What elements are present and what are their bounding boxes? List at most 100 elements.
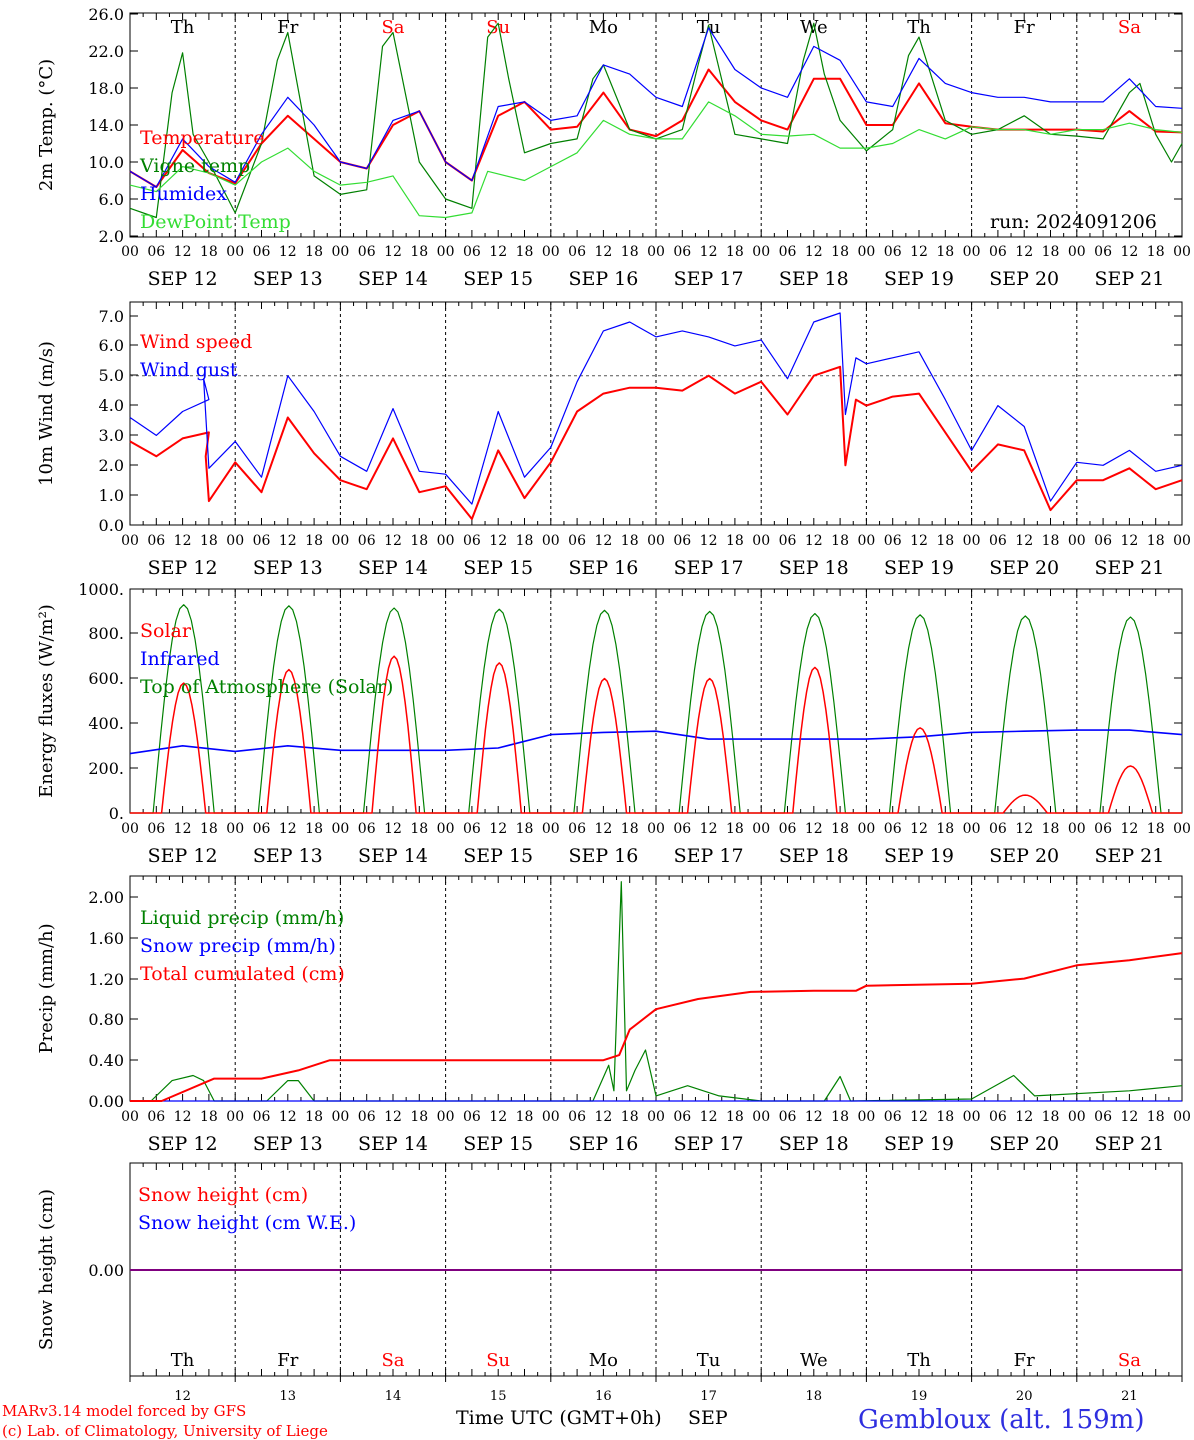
hour-tick-label: 06 [463,1109,481,1125]
hour-tick-label: 12 [279,821,297,837]
date-label: SEP 17 [674,845,744,867]
hour-tick-label: 12 [384,244,402,260]
hour-tick-label: 06 [463,244,481,260]
date-label: SEP 19 [884,845,954,867]
hour-tick-label: 06 [358,1109,376,1125]
hour-tick-label: 06 [253,244,271,260]
date-label: SEP 17 [674,268,744,290]
hour-tick-label: 18 [621,821,639,837]
y-tick-label: 0.0 [99,516,124,535]
hour-tick-label: 12 [489,1109,507,1125]
y-tick-label: 26.0 [88,5,124,24]
hour-tick-label: 18 [936,1109,954,1125]
hour-tick-label: 18 [936,533,954,549]
hour-tick-label: 06 [673,1109,691,1125]
hour-tick-label: 06 [253,533,271,549]
hour-tick-label: 18 [621,533,639,549]
y-tick-label: 2.00 [88,888,124,907]
date-label: SEP 20 [989,557,1059,579]
hour-tick-label: 18 [516,1109,534,1125]
series-line-wind-speed [129,365,1183,520]
y-axis-label: Energy fluxes (W/m²) [36,604,57,798]
hour-tick-label: 12 [279,1109,297,1125]
hour-tick-label: 00 [1068,1109,1086,1125]
y-axis-label: Snow height (cm) [36,1189,57,1350]
date-label: SEP 17 [674,1133,744,1155]
hour-tick-label: 18 [1147,821,1165,837]
hour-tick-label: 00 [542,1109,560,1125]
day-number-label: 18 [806,1389,823,1404]
hour-tick-label: 12 [910,244,928,260]
hour-tick-label: 00 [437,1109,455,1125]
date-label: SEP 20 [989,268,1059,290]
hour-tick-label: 12 [805,533,823,549]
hour-tick-label: 18 [516,244,534,260]
hour-tick-label: 18 [410,821,428,837]
hour-tick-label: 06 [253,821,271,837]
weekday-label: We [800,1350,828,1371]
run-label: run: 2024091206 [990,211,1157,233]
date-label: SEP 19 [884,1133,954,1155]
hour-tick-label: 18 [621,244,639,260]
hour-tick-label: 18 [1042,244,1060,260]
date-label: SEP 18 [779,557,849,579]
hour-tick-label: 12 [1015,533,1033,549]
y-tick-label: 0.00 [88,1092,124,1111]
y-tick-label: 200. [88,759,124,778]
legend-infrared: Infrared [140,648,220,670]
hour-tick-label: 06 [779,821,797,837]
hour-tick-label: 18 [1147,533,1165,549]
hour-tick-label: 06 [358,821,376,837]
y-tick-label: 0. [109,804,124,823]
date-label: SEP 16 [568,1133,638,1155]
hour-tick-label: 06 [463,821,481,837]
y-tick-label: 22.0 [88,42,124,61]
date-label: SEP 17 [674,557,744,579]
day-number-label: 14 [385,1389,402,1404]
hour-tick-label: 18 [1042,1109,1060,1125]
legend-snow-height-we: Snow height (cm W.E.) [138,1212,356,1234]
date-label: SEP 21 [1094,557,1164,579]
hour-tick-label: 00 [331,244,349,260]
date-label: SEP 19 [884,268,954,290]
hour-tick-label: 00 [752,533,770,549]
hour-tick-label: 06 [673,821,691,837]
hour-tick-label: 00 [226,533,244,549]
hour-tick-label: 00 [542,244,560,260]
hour-tick-label: 18 [936,244,954,260]
hour-tick-label: 06 [779,533,797,549]
plot-frame [129,588,1183,814]
date-label: SEP 14 [358,268,428,290]
hour-tick-label: 06 [1094,533,1112,549]
hour-tick-label: 12 [805,821,823,837]
y-tick-label: 14.0 [88,116,124,135]
weekday-label: Fr [1014,1350,1035,1371]
hour-tick-label: 18 [305,244,323,260]
hour-tick-label: 00 [963,533,981,549]
series-line-vigne-temp [129,22,1183,219]
hour-tick-label: 06 [673,244,691,260]
hour-tick-label: 12 [805,244,823,260]
weekday-label: Sa [381,1350,404,1371]
hour-tick-label: 00 [647,533,665,549]
hour-tick-label: 12 [174,1109,192,1125]
time-axis-title: Time UTC (GMT+0h) [456,1407,662,1429]
hour-tick-label: 06 [568,533,586,549]
day-number-label: 13 [280,1389,297,1404]
hour-tick-label: 06 [989,533,1007,549]
hour-tick-label: 06 [884,244,902,260]
weekday-label: Fr [277,1350,298,1371]
hour-tick-label: 00 [752,821,770,837]
hour-tick-label: 18 [726,533,744,549]
hour-tick-label: 12 [594,244,612,260]
model-credit: MARv3.14 model forced by GFS [2,1402,246,1420]
hour-tick-label: 18 [200,821,218,837]
y-axis-label: 2m Temp. (°C) [36,59,57,191]
legend-solar: Solar [140,620,192,642]
weekday-label: Sa [1118,17,1141,38]
hour-tick-label: 00 [226,244,244,260]
hour-tick-label: 06 [673,533,691,549]
hour-tick-label: 06 [568,821,586,837]
hour-tick-label: 18 [410,1109,428,1125]
y-axis-label: Precip (mm/h) [36,923,57,1053]
